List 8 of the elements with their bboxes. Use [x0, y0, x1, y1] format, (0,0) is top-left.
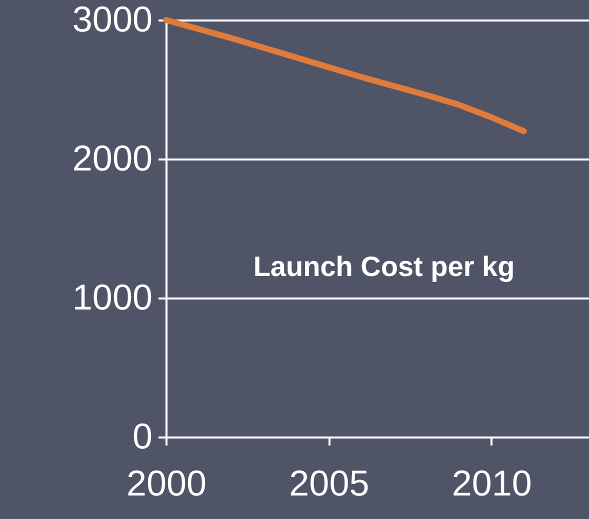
y-tick-label: 3000: [72, 0, 152, 40]
y-tick-label: 0: [132, 416, 152, 456]
x-tick-label: 2005: [289, 462, 370, 504]
y-tick-label: 2000: [72, 138, 152, 178]
annotation: Launch Cost per kg: [253, 251, 515, 282]
x-tick-label: 2000: [126, 462, 207, 504]
y-tick-label: 1000: [72, 276, 152, 318]
x-tick-label: 2010: [452, 462, 532, 504]
